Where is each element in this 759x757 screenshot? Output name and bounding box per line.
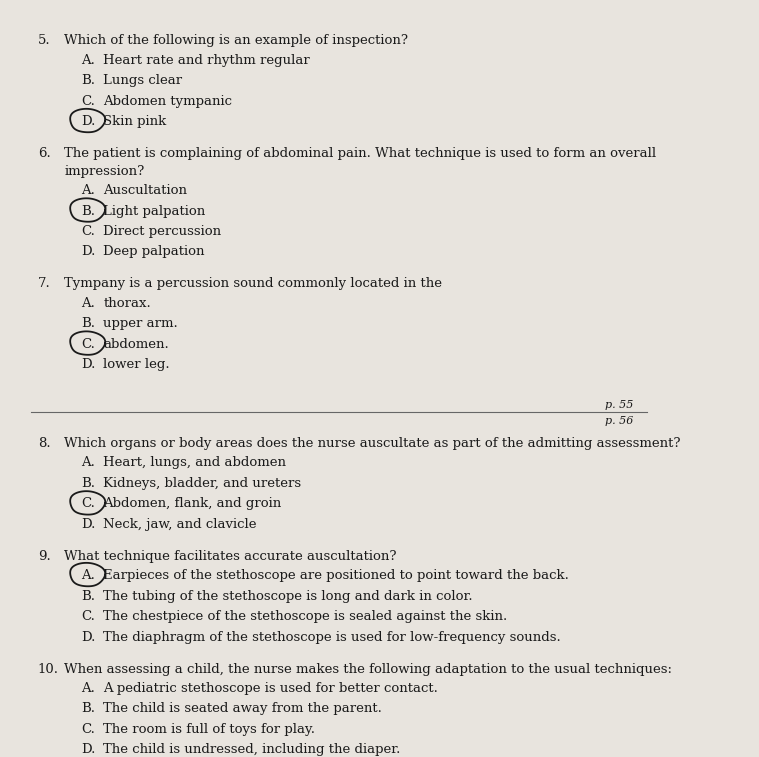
Text: D.: D. — [81, 743, 96, 756]
Text: C.: C. — [81, 610, 95, 623]
Text: A pediatric stethoscope is used for better contact.: A pediatric stethoscope is used for bett… — [103, 682, 438, 695]
Text: p. 55: p. 55 — [605, 400, 634, 410]
Text: 10.: 10. — [38, 662, 58, 675]
Text: The diaphragm of the stethoscope is used for low-frequency sounds.: The diaphragm of the stethoscope is used… — [103, 631, 561, 643]
Text: A.: A. — [81, 54, 95, 67]
Text: Abdomen, flank, and groin: Abdomen, flank, and groin — [103, 497, 282, 510]
Text: A.: A. — [81, 682, 95, 695]
Text: Which of the following is an example of inspection?: Which of the following is an example of … — [65, 35, 408, 48]
Text: What technique facilitates accurate auscultation?: What technique facilitates accurate ausc… — [65, 550, 397, 563]
Text: B.: B. — [81, 702, 95, 715]
Text: A.: A. — [81, 456, 95, 469]
Text: upper arm.: upper arm. — [103, 317, 178, 330]
Text: thorax.: thorax. — [103, 297, 151, 310]
Text: Light palpation: Light palpation — [103, 204, 206, 217]
Text: impression?: impression? — [65, 165, 145, 178]
Text: Which organs or body areas does the nurse auscultate as part of the admitting as: Which organs or body areas does the nurs… — [65, 438, 681, 450]
Text: B.: B. — [81, 590, 95, 603]
Text: The child is seated away from the parent.: The child is seated away from the parent… — [103, 702, 382, 715]
Text: Auscultation: Auscultation — [103, 184, 187, 197]
Text: The child is undressed, including the diaper.: The child is undressed, including the di… — [103, 743, 401, 756]
Text: 7.: 7. — [38, 278, 50, 291]
Text: Direct percussion: Direct percussion — [103, 225, 222, 238]
Text: The chestpiece of the stethoscope is sealed against the skin.: The chestpiece of the stethoscope is sea… — [103, 610, 508, 623]
Text: D.: D. — [81, 245, 96, 258]
Text: Lungs clear: Lungs clear — [103, 74, 182, 87]
Text: 9.: 9. — [38, 550, 50, 563]
Text: D.: D. — [81, 518, 96, 531]
Text: lower leg.: lower leg. — [103, 358, 170, 371]
Text: abdomen.: abdomen. — [103, 338, 169, 350]
Text: C.: C. — [81, 95, 95, 107]
Text: Kidneys, bladder, and ureters: Kidneys, bladder, and ureters — [103, 477, 301, 490]
Text: Heart, lungs, and abdomen: Heart, lungs, and abdomen — [103, 456, 286, 469]
Text: D.: D. — [81, 631, 96, 643]
Text: B.: B. — [81, 317, 95, 330]
Text: C.: C. — [81, 723, 95, 736]
Text: C.: C. — [81, 338, 95, 350]
Text: 6.: 6. — [38, 147, 50, 160]
Text: B.: B. — [81, 74, 95, 87]
Text: A.: A. — [81, 184, 95, 197]
Text: The patient is complaining of abdominal pain. What technique is used to form an : The patient is complaining of abdominal … — [65, 147, 657, 160]
Text: C.: C. — [81, 225, 95, 238]
Text: Neck, jaw, and clavicle: Neck, jaw, and clavicle — [103, 518, 257, 531]
Text: p. 56: p. 56 — [605, 416, 634, 425]
Text: Earpieces of the stethoscope are positioned to point toward the back.: Earpieces of the stethoscope are positio… — [103, 569, 569, 582]
Text: D.: D. — [81, 115, 96, 128]
Text: Abdomen tympanic: Abdomen tympanic — [103, 95, 232, 107]
Text: A.: A. — [81, 297, 95, 310]
Text: 5.: 5. — [38, 35, 50, 48]
Text: 8.: 8. — [38, 438, 50, 450]
Text: Skin pink: Skin pink — [103, 115, 166, 128]
Text: The tubing of the stethoscope is long and dark in color.: The tubing of the stethoscope is long an… — [103, 590, 473, 603]
Text: Deep palpation: Deep palpation — [103, 245, 205, 258]
Text: A.: A. — [81, 569, 95, 582]
Text: Heart rate and rhythm regular: Heart rate and rhythm regular — [103, 54, 310, 67]
Text: D.: D. — [81, 358, 96, 371]
Text: Tympany is a percussion sound commonly located in the: Tympany is a percussion sound commonly l… — [65, 278, 442, 291]
Text: B.: B. — [81, 477, 95, 490]
Text: B.: B. — [81, 204, 95, 217]
Text: The room is full of toys for play.: The room is full of toys for play. — [103, 723, 315, 736]
Text: When assessing a child, the nurse makes the following adaptation to the usual te: When assessing a child, the nurse makes … — [65, 662, 672, 675]
Text: C.: C. — [81, 497, 95, 510]
